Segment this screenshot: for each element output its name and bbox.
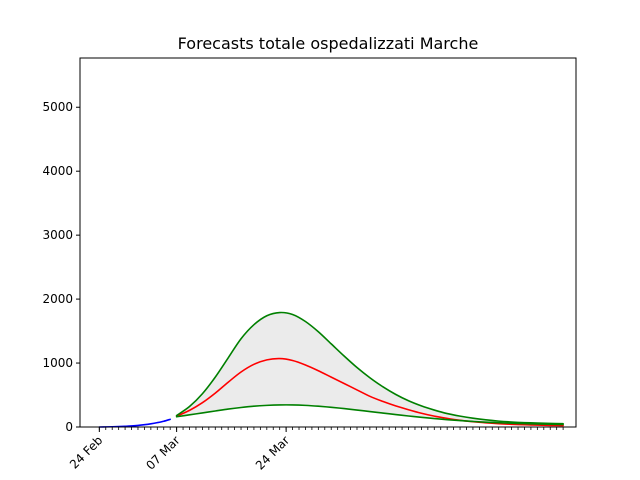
y-tick-label: 5000 — [42, 100, 73, 114]
confidence-band-layer — [176, 312, 564, 425]
forecast-lower-line — [175, 404, 564, 426]
forecast-upper-line — [175, 311, 564, 425]
confidence-band — [176, 312, 564, 425]
forecast-median-line — [175, 357, 564, 427]
chart-title: Forecasts totale ospedalizzati Marche — [178, 34, 479, 53]
y-tick-label: 0 — [65, 420, 73, 434]
y-tick-label: 2000 — [42, 292, 73, 306]
y-axis: 0 1000 2000 3000 4000 5000 — [42, 100, 80, 434]
y-tick-label: 3000 — [42, 228, 73, 242]
plot-frame — [79, 57, 577, 428]
series-layer — [98, 311, 564, 428]
y-tick-label: 4000 — [42, 164, 73, 178]
y-tick-label: 1000 — [42, 356, 73, 370]
